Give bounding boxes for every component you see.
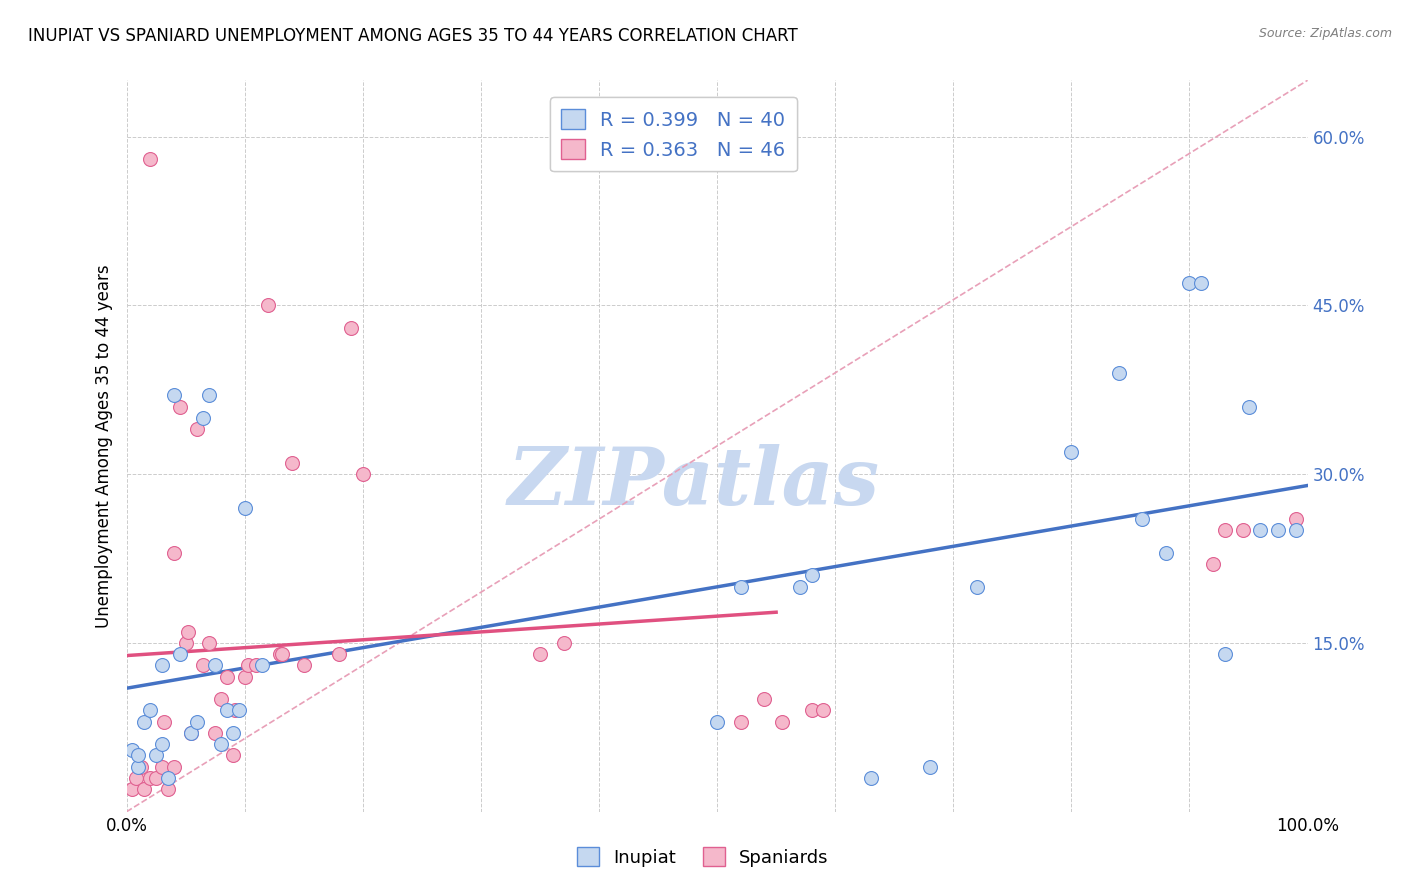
Point bbox=[204, 658, 226, 673]
Point bbox=[224, 703, 246, 717]
Text: ZIPatlas: ZIPatlas bbox=[508, 444, 880, 521]
Point bbox=[1285, 512, 1308, 526]
Text: Source: ZipAtlas.com: Source: ZipAtlas.com bbox=[1258, 27, 1392, 40]
Point bbox=[134, 714, 156, 729]
Point bbox=[145, 748, 167, 763]
Legend: Inupiat, Spaniards: Inupiat, Spaniards bbox=[569, 840, 837, 874]
Point bbox=[328, 647, 350, 661]
Point bbox=[169, 647, 191, 661]
Point bbox=[269, 647, 291, 661]
Point bbox=[245, 658, 267, 673]
Point bbox=[800, 703, 823, 717]
Point bbox=[186, 422, 208, 436]
Point bbox=[1178, 276, 1201, 290]
Point bbox=[150, 658, 173, 673]
Point bbox=[1213, 524, 1236, 538]
Point bbox=[281, 456, 304, 470]
Point bbox=[222, 748, 245, 763]
Point bbox=[859, 771, 882, 785]
Point bbox=[340, 321, 363, 335]
Point bbox=[1232, 524, 1254, 538]
Point bbox=[966, 580, 988, 594]
Point bbox=[204, 726, 226, 740]
Point bbox=[139, 703, 162, 717]
Point bbox=[918, 760, 941, 774]
Point bbox=[209, 737, 232, 751]
Point bbox=[163, 760, 186, 774]
Point bbox=[209, 692, 232, 706]
Point bbox=[1267, 524, 1289, 538]
Point bbox=[238, 658, 260, 673]
Point bbox=[730, 714, 752, 729]
Point bbox=[1237, 400, 1260, 414]
Point bbox=[1154, 546, 1177, 560]
Point bbox=[813, 703, 835, 717]
Point bbox=[150, 760, 173, 774]
Point bbox=[134, 782, 156, 797]
Point bbox=[1060, 444, 1083, 458]
Point bbox=[163, 546, 186, 560]
Point bbox=[139, 152, 162, 166]
Point bbox=[198, 388, 221, 402]
Point bbox=[1202, 557, 1225, 571]
Point bbox=[222, 726, 245, 740]
Point bbox=[730, 580, 752, 594]
Y-axis label: Unemployment Among Ages 35 to 44 years: Unemployment Among Ages 35 to 44 years bbox=[94, 264, 112, 628]
Point bbox=[145, 771, 167, 785]
Point bbox=[1108, 366, 1130, 380]
Point bbox=[125, 771, 148, 785]
Point bbox=[127, 760, 149, 774]
Point bbox=[789, 580, 811, 594]
Point bbox=[169, 400, 191, 414]
Point bbox=[139, 771, 162, 785]
Point bbox=[292, 658, 315, 673]
Legend: R = 0.399   N = 40, R = 0.363   N = 46: R = 0.399 N = 40, R = 0.363 N = 46 bbox=[550, 97, 797, 171]
Point bbox=[1213, 647, 1236, 661]
Point bbox=[770, 714, 793, 729]
Point bbox=[228, 703, 250, 717]
Point bbox=[1130, 512, 1153, 526]
Point bbox=[233, 670, 256, 684]
Point bbox=[156, 782, 179, 797]
Point bbox=[177, 624, 200, 639]
Point bbox=[198, 636, 221, 650]
Point bbox=[1189, 276, 1212, 290]
Point bbox=[800, 568, 823, 582]
Point bbox=[529, 647, 551, 661]
Point bbox=[180, 726, 202, 740]
Point bbox=[121, 743, 143, 757]
Point bbox=[153, 714, 176, 729]
Text: INUPIAT VS SPANIARD UNEMPLOYMENT AMONG AGES 35 TO 44 YEARS CORRELATION CHART: INUPIAT VS SPANIARD UNEMPLOYMENT AMONG A… bbox=[28, 27, 797, 45]
Point bbox=[193, 658, 215, 673]
Point bbox=[754, 692, 776, 706]
Point bbox=[163, 388, 186, 402]
Point bbox=[1249, 524, 1271, 538]
Point bbox=[352, 467, 374, 482]
Point bbox=[252, 658, 274, 673]
Point bbox=[186, 714, 208, 729]
Point bbox=[215, 670, 238, 684]
Point bbox=[1285, 524, 1308, 538]
Point bbox=[553, 636, 575, 650]
Point bbox=[271, 647, 294, 661]
Point bbox=[215, 703, 238, 717]
Point bbox=[121, 782, 143, 797]
Point bbox=[180, 726, 202, 740]
Point bbox=[127, 748, 149, 763]
Point bbox=[706, 714, 728, 729]
Point bbox=[156, 771, 179, 785]
Point bbox=[233, 500, 256, 515]
Point bbox=[193, 410, 215, 425]
Point bbox=[129, 760, 152, 774]
Point bbox=[174, 636, 197, 650]
Point bbox=[257, 298, 280, 312]
Point bbox=[150, 737, 173, 751]
